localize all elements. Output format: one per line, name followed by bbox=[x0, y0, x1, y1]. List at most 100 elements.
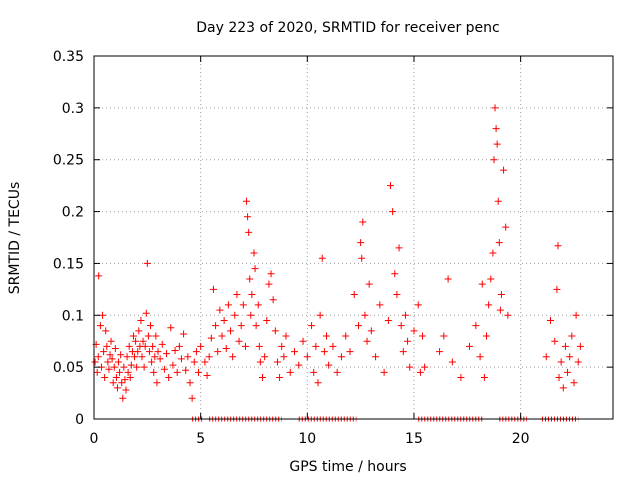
data-point bbox=[129, 332, 137, 340]
data-point bbox=[101, 374, 109, 382]
data-point bbox=[131, 353, 139, 361]
data-point bbox=[271, 327, 279, 335]
data-point bbox=[152, 332, 160, 340]
x-tick-label: 5 bbox=[196, 431, 205, 447]
data-point bbox=[384, 316, 392, 324]
data-point bbox=[175, 342, 183, 350]
data-point bbox=[410, 327, 418, 335]
data-point bbox=[117, 351, 125, 359]
data-point bbox=[248, 291, 256, 299]
data-point bbox=[144, 332, 152, 340]
data-point bbox=[576, 342, 584, 350]
data-point bbox=[100, 348, 108, 356]
data-point bbox=[483, 332, 491, 340]
data-point bbox=[149, 342, 157, 350]
data-point bbox=[103, 342, 111, 350]
data-point bbox=[140, 363, 148, 371]
data-point bbox=[180, 330, 188, 338]
data-point bbox=[115, 358, 123, 366]
data-point bbox=[109, 379, 117, 387]
data-point bbox=[491, 104, 499, 112]
data-point bbox=[280, 353, 288, 361]
data-point bbox=[570, 379, 578, 387]
data-point bbox=[167, 324, 175, 332]
data-point bbox=[209, 285, 217, 293]
data-point bbox=[414, 301, 422, 309]
data-point bbox=[251, 265, 259, 273]
data-point bbox=[241, 342, 249, 350]
data-point bbox=[314, 379, 322, 387]
data-point bbox=[263, 316, 271, 324]
data-point bbox=[107, 337, 115, 345]
data-point bbox=[108, 355, 116, 363]
data-point bbox=[404, 337, 412, 345]
data-point bbox=[256, 358, 264, 366]
data-point bbox=[500, 166, 508, 174]
data-point bbox=[231, 311, 239, 319]
data-point bbox=[546, 316, 554, 324]
data-point bbox=[113, 384, 121, 392]
data-point bbox=[216, 306, 224, 314]
data-point bbox=[186, 379, 194, 387]
data-point bbox=[397, 322, 405, 330]
data-point bbox=[127, 361, 135, 369]
data-point bbox=[303, 353, 311, 361]
data-point bbox=[160, 365, 168, 373]
data-point bbox=[361, 311, 369, 319]
data-point bbox=[246, 275, 254, 283]
data-point bbox=[147, 322, 155, 330]
data-point bbox=[171, 347, 179, 355]
data-point bbox=[188, 394, 196, 402]
data-point bbox=[291, 348, 299, 356]
data-point bbox=[254, 301, 262, 309]
data-point bbox=[282, 332, 290, 340]
data-point bbox=[355, 322, 363, 330]
data-point bbox=[148, 358, 156, 366]
data-point bbox=[485, 301, 493, 309]
data-point bbox=[205, 353, 213, 361]
data-point bbox=[141, 342, 149, 350]
data-point bbox=[126, 374, 134, 382]
data-point bbox=[142, 309, 150, 317]
data-point bbox=[363, 337, 371, 345]
axis-ticks: 0 0.05 0.1 0.15 0.2 0.25 0.3 0.35 0 5 10 15 20 bbox=[53, 49, 613, 447]
data-point bbox=[135, 327, 143, 335]
data-point bbox=[490, 156, 498, 164]
data-point bbox=[502, 223, 510, 231]
data-point bbox=[421, 363, 429, 371]
data-point bbox=[119, 394, 127, 402]
data-point bbox=[195, 368, 203, 376]
data-point bbox=[542, 353, 550, 361]
data-point bbox=[487, 275, 495, 283]
data-point bbox=[182, 366, 190, 374]
data-point bbox=[237, 322, 245, 330]
data-point bbox=[233, 291, 241, 299]
x-tick-label: 0 bbox=[90, 431, 99, 447]
data-point bbox=[436, 348, 444, 356]
data-point bbox=[346, 348, 354, 356]
y-tick-label: 0.2 bbox=[62, 205, 84, 221]
data-point bbox=[158, 340, 166, 348]
data-point bbox=[229, 353, 237, 361]
data-point bbox=[153, 379, 161, 387]
x-tick-label: 20 bbox=[512, 431, 530, 447]
x-tick-label: 10 bbox=[298, 431, 316, 447]
data-point bbox=[121, 376, 129, 384]
data-point bbox=[150, 368, 158, 376]
data-point bbox=[504, 311, 512, 319]
data-point bbox=[163, 350, 171, 358]
data-point bbox=[472, 322, 480, 330]
data-point bbox=[564, 368, 572, 376]
data-point bbox=[273, 358, 281, 366]
data-point bbox=[574, 358, 582, 366]
data-point bbox=[555, 374, 563, 382]
data-point bbox=[572, 311, 580, 319]
y-tick-label: 0.3 bbox=[62, 101, 84, 117]
chart-title: Day 223 of 2020, SRMTID for receiver pen… bbox=[196, 20, 499, 36]
data-point bbox=[286, 368, 294, 376]
data-point bbox=[333, 368, 341, 376]
data-point bbox=[478, 280, 486, 288]
data-point bbox=[177, 355, 185, 363]
data-point bbox=[358, 254, 366, 262]
data-point bbox=[122, 386, 130, 394]
